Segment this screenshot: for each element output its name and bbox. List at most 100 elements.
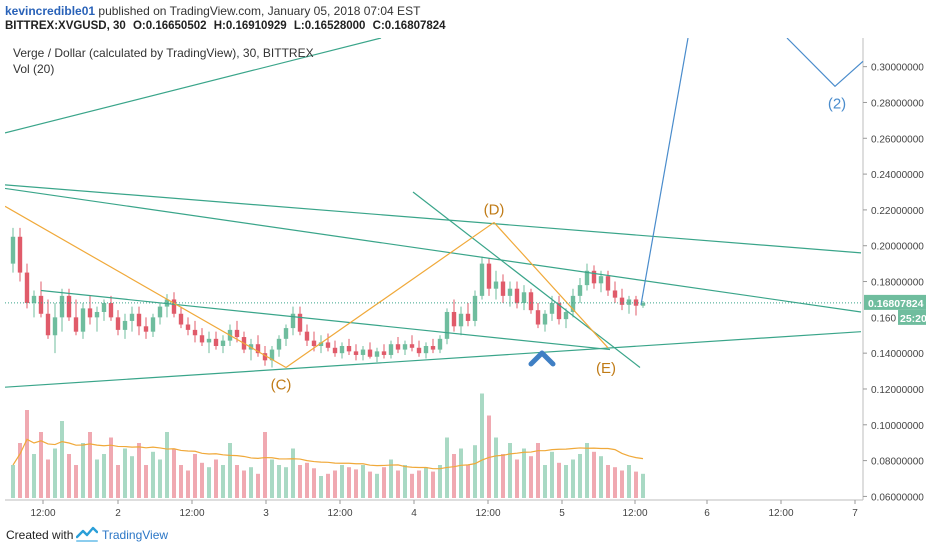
candle-body	[150, 317, 156, 332]
volume-bar	[298, 465, 302, 498]
projection-line-wave2	[786, 38, 864, 88]
chart-container[interactable]: 0.30000000 0.28000000 0.26000000 0.24000000…	[5, 38, 927, 519]
volume-bar	[578, 454, 582, 498]
volume-bar	[480, 393, 484, 498]
candle-body	[73, 317, 79, 332]
volume-bar	[88, 432, 92, 498]
volume-bar	[74, 465, 78, 498]
volume-ma-line	[12, 438, 644, 470]
volume-bar	[550, 451, 554, 498]
volume-bar	[368, 471, 372, 498]
volume-bar	[130, 456, 134, 498]
candle-body	[465, 313, 471, 321]
candle-body	[514, 288, 520, 304]
candle-body	[178, 313, 184, 325]
candle-body	[360, 349, 366, 355]
candle-body	[87, 308, 93, 318]
volume-bar	[473, 445, 477, 498]
author-link[interactable]: kevincredible01	[5, 4, 96, 18]
candle-body	[290, 313, 296, 329]
tradingview-logo-icon	[76, 526, 98, 542]
tradingview-brand-link[interactable]: TradingView	[102, 528, 169, 542]
volume-bar	[144, 465, 148, 498]
candle-body	[598, 276, 604, 284]
volume-bar	[347, 467, 351, 498]
ohlc-line: BITTREX:XVGUSD, 30 O:0.16650502 H:0.1691…	[5, 20, 450, 32]
candle-body	[143, 326, 149, 332]
volume-bar	[627, 465, 631, 498]
volume-bar	[431, 471, 435, 498]
candle-body	[45, 313, 51, 336]
wave-line-b-c	[5, 205, 287, 369]
candle-body	[66, 295, 72, 318]
candle-body	[10, 236, 16, 264]
volume-bar	[599, 456, 603, 498]
candle-body	[269, 349, 275, 361]
candle-body	[353, 351, 359, 355]
publication-header: kevincredible01 published on TradingView…	[0, 0, 932, 38]
candle-body	[591, 270, 597, 284]
volume-bar	[522, 448, 526, 498]
candle-body	[521, 292, 527, 304]
volume-bar	[123, 448, 127, 498]
volume-bar	[305, 462, 309, 498]
countdown-tag	[898, 309, 926, 325]
time-tick-label: 12:00	[768, 508, 793, 519]
volume-bar	[270, 459, 274, 498]
candle-body	[479, 263, 485, 296]
price-tick-label: 0.18000000	[871, 278, 924, 289]
time-tick-label: 12:00	[30, 508, 55, 519]
volume-bar	[81, 443, 85, 498]
volume-bar	[263, 432, 267, 498]
published-text: published on TradingView.com, January 05…	[98, 4, 421, 18]
time-tick-label: 7	[852, 508, 858, 519]
high-value: H:0.16910929	[213, 20, 287, 32]
volume-bar	[543, 465, 547, 498]
candle-body	[38, 295, 44, 314]
trendline-upper-channel	[5, 38, 382, 134]
volume-bar	[326, 473, 330, 498]
volume-bar	[382, 467, 386, 498]
volume-bar	[235, 465, 239, 498]
candle-body	[619, 297, 625, 305]
volume-bar	[158, 459, 162, 498]
volume-bar	[102, 454, 106, 498]
volume-bar	[319, 476, 323, 498]
wave-label: (2)	[828, 95, 846, 112]
volume-bar	[284, 467, 288, 498]
volume-bar	[18, 443, 22, 498]
wave-line-d-e	[493, 222, 609, 349]
candle-body	[255, 344, 261, 354]
candle-body	[199, 335, 205, 343]
volume-bar	[312, 468, 316, 498]
wave-line-c-d	[285, 221, 495, 368]
price-tick-label: 0.22000000	[871, 206, 924, 217]
projection-line-up	[640, 38, 689, 305]
candle-body	[451, 311, 457, 327]
volume-bar	[60, 421, 64, 498]
volume-bar	[46, 459, 50, 498]
price-chart[interactable]: 0.30000000 0.28000000 0.26000000 0.24000000…	[5, 38, 927, 519]
candle-body	[52, 317, 58, 336]
candle-body	[486, 263, 492, 289]
candle-body	[535, 310, 541, 325]
volume-bar	[256, 473, 260, 498]
volume-bar	[403, 465, 407, 498]
time-tick-label: 4	[411, 508, 417, 519]
candle-body	[192, 329, 198, 336]
volume-bar	[585, 443, 589, 498]
candle-body	[157, 306, 163, 318]
open-value: O:0.16650502	[132, 20, 207, 32]
trendline-descending	[412, 191, 641, 368]
volume-bar	[571, 459, 575, 498]
volume-bar	[361, 465, 365, 498]
volume-bar	[536, 443, 540, 498]
candle-body	[122, 320, 128, 330]
volume-bar	[137, 443, 141, 498]
time-tick-label: 5	[559, 508, 565, 519]
volume-bar	[340, 465, 344, 498]
candle-body	[206, 338, 212, 343]
candle-body	[577, 285, 583, 296]
candle-body	[318, 342, 324, 346]
wave-label: (E)	[596, 360, 616, 377]
